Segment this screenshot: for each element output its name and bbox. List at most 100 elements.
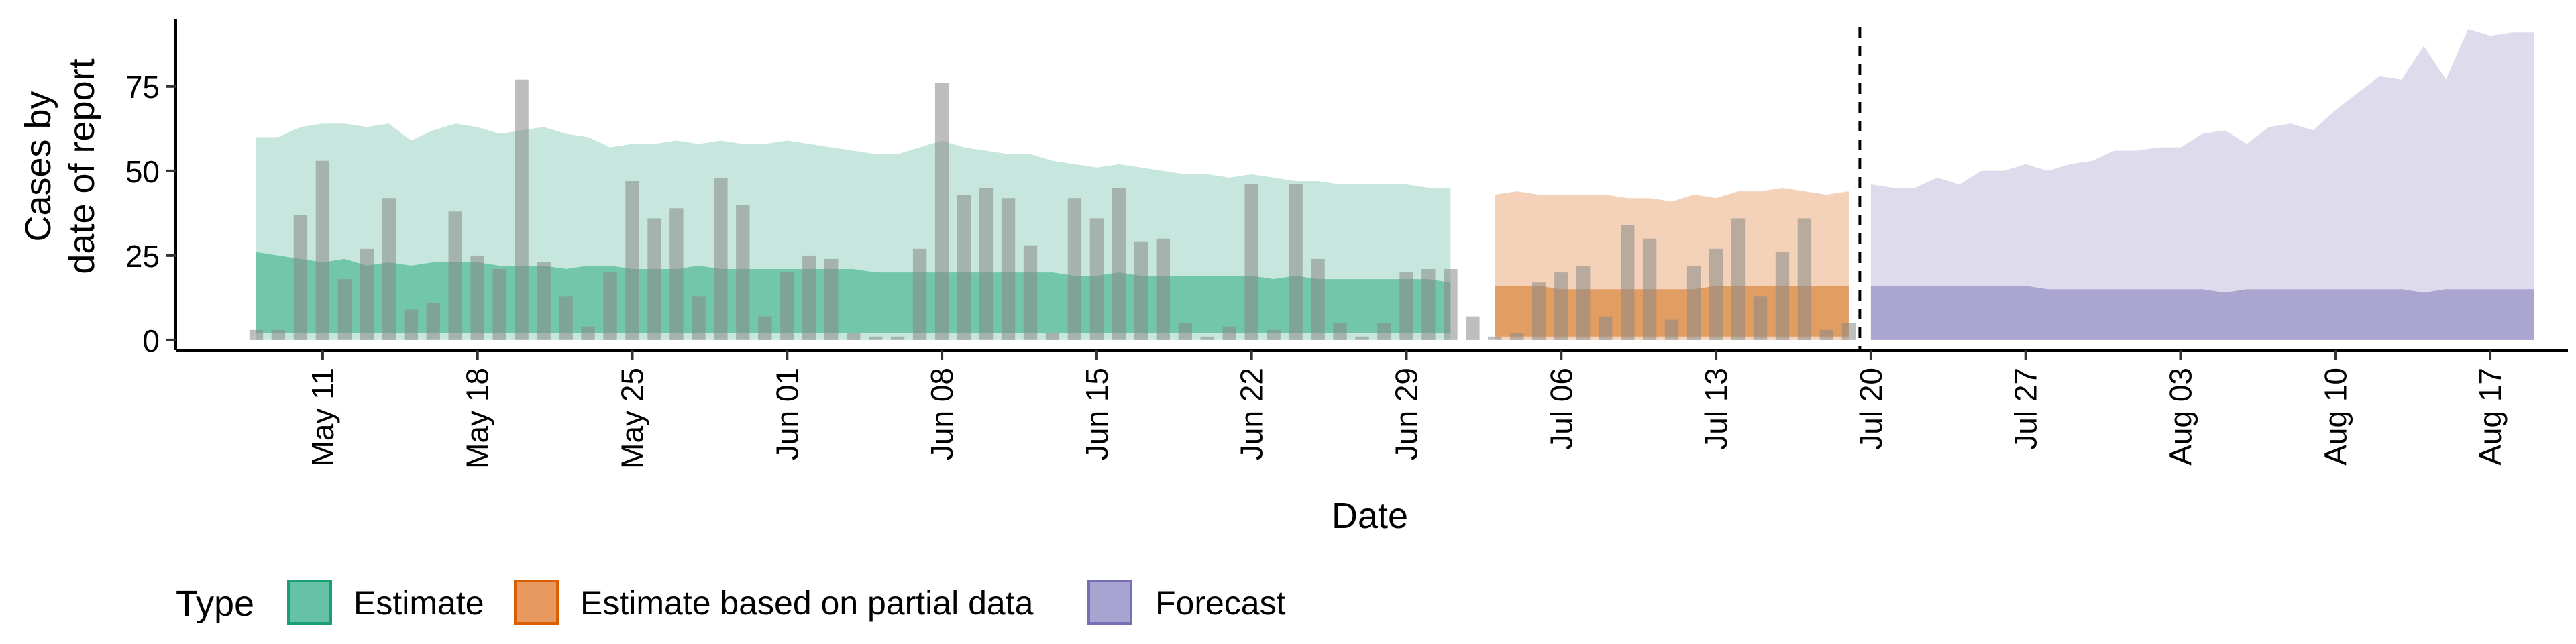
bar-2020-06-09 — [957, 195, 971, 340]
legend-title: Type — [176, 584, 254, 624]
x-tick-label: Jun 22 — [1234, 368, 1269, 460]
bar-2020-06-03 — [824, 258, 839, 340]
bar-2020-06-01 — [780, 272, 794, 340]
bar-2020-05-22 — [559, 296, 573, 340]
bar-2020-07-17 — [1797, 218, 1812, 340]
bar-2020-06-05 — [869, 336, 883, 340]
bar-2020-07-06 — [1554, 272, 1568, 340]
bar-2020-05-24 — [603, 272, 617, 340]
x-tick-label: Jul 27 — [2008, 368, 2043, 450]
legend-key-partial — [514, 580, 559, 625]
bar-2020-06-10 — [979, 188, 994, 340]
x-tick-label: Aug 17 — [2473, 368, 2508, 466]
bar-2020-05-28 — [692, 296, 706, 340]
bar-2020-07-13 — [1709, 248, 1723, 340]
bar-2020-05-15 — [404, 309, 418, 340]
y-tick-label: 0 — [142, 323, 160, 358]
x-tick-label: Aug 10 — [2318, 368, 2353, 466]
bar-2020-05-21 — [537, 262, 551, 340]
x-tick-label: Jun 15 — [1079, 368, 1114, 460]
bar-2020-06-08 — [934, 83, 949, 340]
bar-2020-05-16 — [426, 303, 440, 340]
bar-2020-06-26 — [1333, 323, 1347, 340]
legend: Type Estimate Estimate based on partial … — [176, 580, 1286, 625]
bar-2020-05-10 — [293, 215, 308, 340]
ribbon-90-forecast — [1870, 29, 2534, 340]
bar-2020-07-01 — [1444, 269, 1458, 340]
bar-2020-06-24 — [1289, 184, 1303, 340]
bar-2020-06-18 — [1156, 238, 1170, 340]
bar-2020-06-12 — [1023, 245, 1038, 340]
bar-2020-06-25 — [1311, 258, 1325, 340]
bar-2020-06-19 — [1178, 323, 1192, 340]
bar-2020-07-09 — [1621, 225, 1635, 340]
bar-2020-07-10 — [1642, 238, 1657, 340]
legend-label-estimate: Estimate — [354, 584, 484, 622]
bar-2020-06-11 — [1001, 198, 1016, 340]
bar-2020-06-27 — [1355, 336, 1369, 340]
bar-2020-06-16 — [1112, 188, 1126, 340]
y-axis-title-line-2: date of report — [62, 58, 102, 274]
x-tick-label: Jul 13 — [1699, 368, 1733, 450]
ribbons-layer — [256, 29, 2534, 340]
bar-2020-06-14 — [1067, 198, 1082, 340]
x-tick-label: Jun 29 — [1389, 368, 1424, 460]
bar-2020-07-02 — [1466, 316, 1480, 340]
bar-2020-06-29 — [1399, 272, 1413, 340]
bar-2020-05-23 — [581, 326, 595, 340]
x-tick-label: Jul 06 — [1544, 368, 1578, 450]
bar-2020-05-08 — [249, 329, 264, 340]
x-tick-label: Jun 01 — [769, 368, 804, 460]
y-tick-label: 25 — [125, 239, 160, 274]
x-tick-label: Jul 20 — [1854, 368, 1888, 450]
bar-2020-05-11 — [315, 160, 330, 340]
bar-2020-06-06 — [890, 336, 905, 340]
bar-2020-05-27 — [669, 208, 684, 340]
x-tick-label: May 11 — [305, 368, 340, 466]
bar-2020-05-13 — [360, 248, 374, 340]
bar-2020-05-09 — [271, 329, 286, 340]
bar-2020-05-31 — [758, 316, 772, 340]
bar-2020-07-07 — [1576, 266, 1591, 340]
bar-2020-07-15 — [1753, 296, 1768, 340]
bar-2020-07-18 — [1819, 329, 1834, 340]
bar-2020-05-17 — [448, 211, 462, 340]
y-tick-label: 50 — [125, 154, 160, 189]
x-tick-label: May 18 — [460, 368, 495, 469]
bar-2020-06-28 — [1377, 323, 1391, 340]
y-axis-title-line-1: Cases by — [18, 91, 58, 241]
bar-2020-07-19 — [1841, 323, 1856, 340]
bar-2020-05-18 — [470, 255, 484, 340]
bar-2020-06-21 — [1222, 326, 1236, 340]
bar-2020-07-04 — [1510, 333, 1524, 340]
bar-2020-05-14 — [382, 198, 396, 340]
bar-2020-05-20 — [515, 79, 529, 340]
bar-2020-07-12 — [1686, 266, 1701, 340]
ribbon-50-estimate — [256, 252, 1451, 333]
bars-layer — [249, 79, 1856, 340]
x-tick-label: May 25 — [615, 368, 650, 469]
bar-2020-06-22 — [1244, 184, 1258, 340]
bar-2020-07-08 — [1599, 316, 1613, 340]
bar-2020-07-11 — [1664, 319, 1679, 340]
bar-2020-07-14 — [1731, 218, 1746, 340]
bar-2020-05-19 — [492, 269, 506, 340]
bar-2020-07-05 — [1532, 282, 1546, 340]
axes: 0 25 50 75 May 11 May 18 May 25 Jun 01 Jun 08 Jun… — [125, 19, 2568, 469]
bar-2020-05-25 — [625, 181, 639, 340]
legend-label-forecast: Forecast — [1155, 584, 1286, 622]
bar-2020-05-26 — [647, 218, 661, 340]
bar-2020-06-20 — [1200, 336, 1214, 340]
bar-2020-05-29 — [714, 177, 728, 340]
bar-2020-06-04 — [847, 333, 861, 340]
legend-key-estimate — [287, 580, 332, 625]
ribbon-50-forecast — [1870, 286, 2534, 340]
bar-2020-07-03 — [1488, 336, 1502, 340]
bar-2020-05-12 — [337, 279, 352, 340]
bar-2020-07-16 — [1775, 252, 1790, 340]
bar-2020-06-17 — [1134, 241, 1148, 340]
bar-2020-05-30 — [736, 205, 750, 340]
legend-label-partial: Estimate based on partial data — [580, 584, 1034, 622]
bar-2020-06-13 — [1045, 333, 1060, 340]
